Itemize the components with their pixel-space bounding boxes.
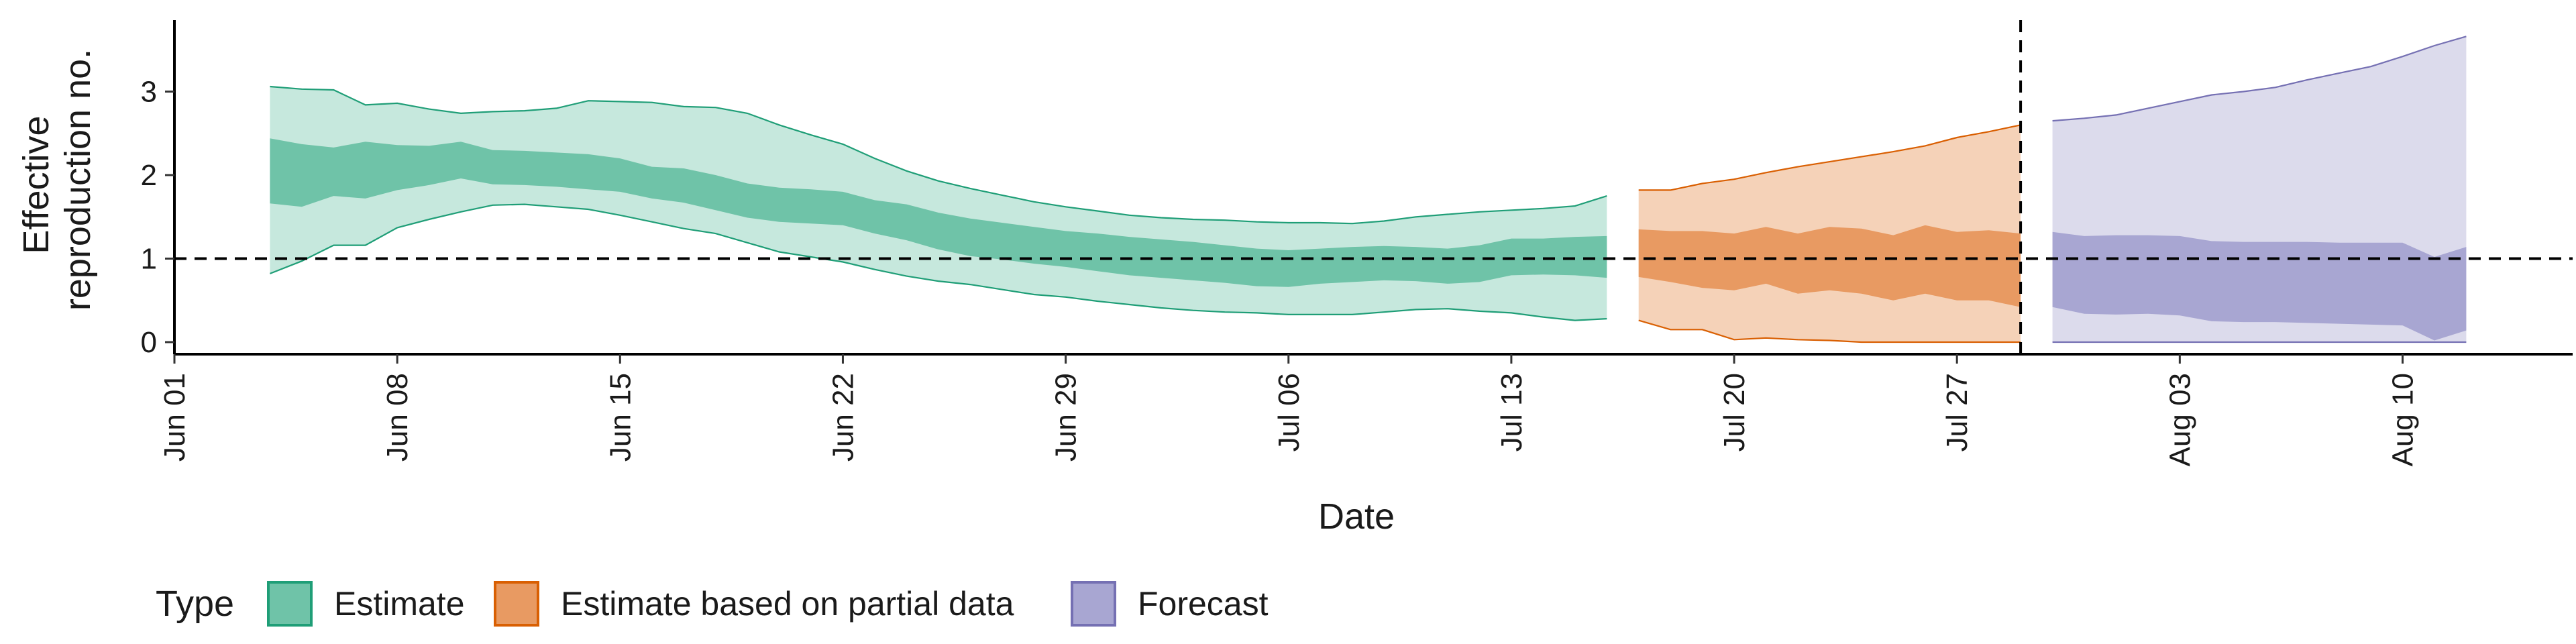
forecast-upper-edge — [2052, 36, 2467, 122]
x-tick-label: Jun 29 — [1050, 373, 1083, 462]
estimate-band-50 — [270, 138, 1607, 287]
y-axis-title-line-2: reproduction no. — [58, 49, 98, 311]
x-tick-label: Jun 01 — [158, 373, 191, 462]
y-tick-label: 3 — [141, 76, 157, 109]
estimate-lower-edge — [269, 203, 1607, 321]
x-axis-title: Date — [1318, 496, 1395, 537]
x-tick-label: Jul 27 — [1941, 373, 1974, 451]
estimate-based-on-partial-data-lower-edge — [1638, 319, 2021, 343]
legend-label-forecast: Forecast — [1138, 585, 1269, 623]
y-axis-title: Effective reproduction no. — [16, 49, 98, 311]
y-tick-label: 0 — [141, 326, 157, 359]
legend-key-estimate — [267, 581, 313, 627]
y-axis-title-line-1: Effective — [16, 115, 56, 254]
x-tick-label: Jul 13 — [1495, 373, 1528, 451]
x-tick-label: Jul 20 — [1718, 373, 1751, 451]
x-tick-label: Aug 03 — [2163, 373, 2196, 466]
estimate-based-on-partial-data-upper-edge — [1638, 124, 2021, 191]
estimate-band-90 — [270, 87, 1607, 321]
series-estimate-based-on-partial-data — [1638, 124, 2021, 343]
estimate-based-on-partial-data-band-50 — [1638, 225, 2021, 307]
x-tick-label: Jul 06 — [1273, 373, 1305, 451]
y-tick-label: 1 — [141, 243, 157, 276]
y-tick-label: 2 — [141, 159, 157, 192]
legend: Type Estimate Estimate based on partial d… — [156, 581, 1269, 627]
x-tick-label: Aug 10 — [2387, 373, 2420, 466]
legend-key-forecast — [1071, 581, 1116, 627]
x-tick-label: Jun 08 — [381, 373, 414, 462]
axes: 0 1 2 3 Jun 01 Jun 08 Jun 15 Jun 22 Jun 29 Jul 06… — [141, 20, 2573, 466]
series-forecast — [2052, 36, 2467, 343]
x-tick-label: Jun 15 — [604, 373, 637, 462]
band-layer — [269, 36, 2467, 343]
x-tick-label: Jun 22 — [827, 373, 860, 462]
estimate-upper-edge — [270, 85, 1607, 225]
series-estimate — [269, 85, 1607, 321]
legend-label-estimate-based-on-partial-data: Estimate based on partial data — [561, 585, 1014, 623]
reference-lines — [174, 20, 2573, 354]
legend-label-estimate: Estimate — [334, 585, 465, 623]
legend-key-estimate-based-on-partial-data — [494, 581, 539, 627]
legend-title: Type — [156, 584, 234, 624]
